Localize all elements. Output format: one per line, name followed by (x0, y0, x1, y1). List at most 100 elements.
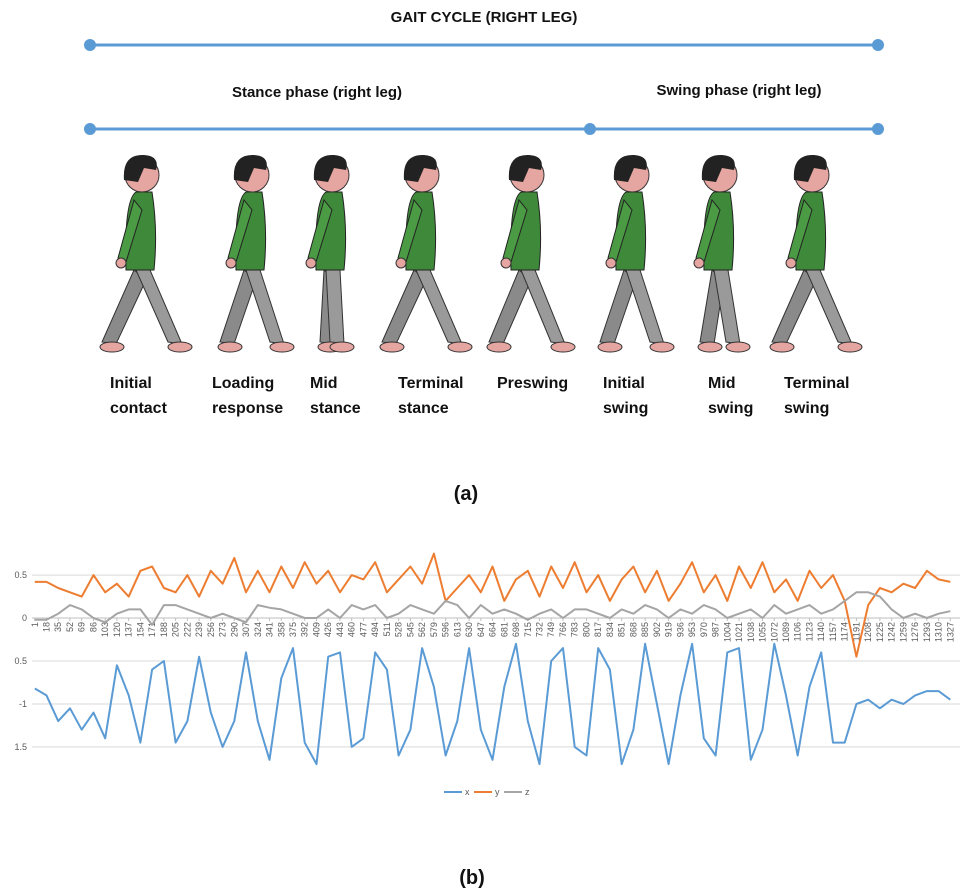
x-tick-label: 596 (441, 622, 451, 637)
y-tick-label: 0 (22, 613, 27, 623)
x-tick-label: 919 (664, 622, 674, 637)
phase-label: Swing phase (right leg) (656, 82, 821, 99)
x-tick-label: 1004 (722, 622, 732, 642)
stage-label: Initial (110, 375, 152, 392)
x-tick-label: 1072 (769, 622, 779, 642)
leg (416, 270, 462, 344)
x-tick-label: 477 (358, 622, 368, 637)
y-tick-label: 0.5 (14, 570, 27, 580)
x-tick-label: 1327 (945, 622, 955, 642)
hand (606, 258, 616, 268)
foot (218, 342, 242, 352)
x-tick-label: 698 (511, 622, 521, 637)
x-tick-label: 35 (53, 622, 63, 632)
hand (396, 258, 406, 268)
leg (489, 270, 531, 344)
x-tick-label: 1242 (887, 622, 897, 642)
y-tick-label: -1 (19, 699, 27, 709)
x-tick-label: 460 (347, 622, 357, 637)
x-tick-label: 1276 (910, 622, 920, 642)
x-tick-label: 375 (288, 622, 298, 637)
x-tick-label: 630 (464, 622, 474, 637)
stage-label: Terminal (398, 375, 464, 392)
y-tick-label: 1.5 (14, 742, 27, 752)
x-tick-label: 766 (558, 622, 568, 637)
x-tick-label: 205 (171, 622, 181, 637)
x-tick-label: 358 (276, 622, 286, 637)
walking-child (306, 155, 354, 352)
stage-label: Terminal (784, 375, 850, 392)
leg (806, 270, 852, 344)
x-tick-label: 851 (617, 622, 627, 637)
leg (136, 270, 182, 344)
x-tick-label: 783 (570, 622, 580, 637)
stage-label: contact (110, 400, 168, 417)
hand (116, 258, 126, 268)
figures (100, 155, 862, 352)
x-tick-label: 52 (65, 622, 75, 632)
foot (726, 342, 750, 352)
stage-label: Preswing (497, 375, 568, 392)
foot (487, 342, 511, 352)
phase-label: Stance phase (right leg) (232, 84, 402, 101)
stage-label: response (212, 400, 283, 417)
leg (246, 270, 284, 344)
x-tick-label: 188 (159, 622, 169, 637)
leg (382, 270, 426, 344)
x-tick-label: 732 (535, 622, 545, 637)
foot (598, 342, 622, 352)
x-tick-label: 1225 (875, 622, 885, 642)
x-tick-label: 426 (323, 622, 333, 637)
x-tick-label: 1310 (934, 622, 944, 642)
leg (626, 270, 664, 344)
x-tick-label: 1106 (793, 622, 803, 641)
x-tick-label: 239 (194, 622, 204, 637)
stage-label: swing (708, 400, 753, 417)
x-tick-label: 1021 (734, 622, 744, 642)
x-tick-label: 1123 (804, 622, 814, 641)
hand (306, 258, 316, 268)
x-tick-label: 1055 (758, 622, 768, 642)
endpoint (872, 39, 884, 51)
x-tick-label: 715 (523, 622, 533, 637)
stage-label: swing (603, 400, 648, 417)
x-tick-label: 273 (218, 622, 228, 637)
x-tick-label: 987 (711, 622, 721, 637)
x-tick-label: 613 (452, 622, 462, 637)
foot (330, 342, 354, 352)
x-tick-label: 579 (429, 622, 439, 637)
leg (102, 270, 146, 344)
endpoint (872, 123, 884, 135)
x-tick-label: 392 (300, 622, 310, 637)
leg (772, 270, 816, 344)
x-tick-label: 1 (30, 622, 40, 627)
x-tick-label: 511 (382, 622, 392, 636)
stage-label: swing (784, 400, 829, 417)
walking-child (218, 155, 294, 352)
foot (838, 342, 862, 352)
walking-child (770, 155, 862, 352)
walking-child (380, 155, 472, 352)
x-tick-label: 1208 (863, 622, 873, 642)
hand (501, 258, 511, 268)
x-tick-label: 256 (206, 622, 216, 637)
x-tick-label: 494 (370, 622, 380, 637)
caption: (a) (454, 483, 478, 505)
foot (698, 342, 722, 352)
x-tick-label: 1157 (828, 622, 838, 641)
legend-label: z (525, 787, 530, 797)
x-tick-label: 1038 (746, 622, 756, 642)
endpoint (84, 123, 96, 135)
x-tick-label: 86 (88, 622, 98, 632)
x-tick-label: 154 (135, 622, 145, 637)
x-tick-label: 341 (265, 622, 275, 637)
gait-diagram: GAIT CYCLE (RIGHT LEG) Stance phase (rig… (84, 9, 884, 505)
leg (521, 270, 565, 344)
stage-label: Mid (310, 375, 338, 392)
x-tick-label: 1293 (922, 622, 932, 642)
hand (694, 258, 704, 268)
legend-label: x (465, 787, 470, 797)
x-tick-label: 307 (241, 622, 251, 637)
foot (168, 342, 192, 352)
x-tick-label: 324 (253, 622, 263, 637)
